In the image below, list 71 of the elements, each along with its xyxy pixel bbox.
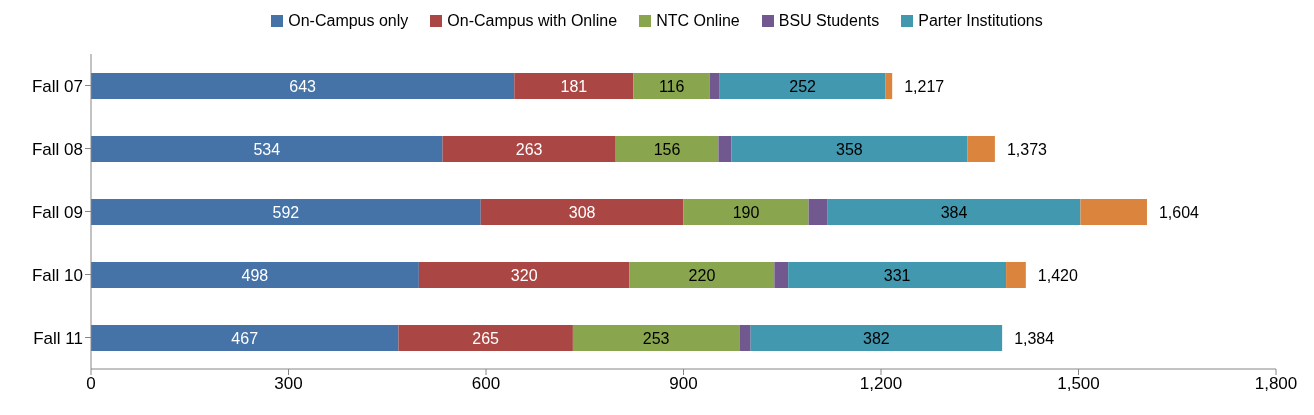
bar <box>827 199 1081 225</box>
total-label: 1,373 <box>1006 140 1048 158</box>
bar <box>91 136 443 162</box>
y-tick-label: Fall 09 <box>31 202 83 222</box>
bar <box>514 73 634 99</box>
legend-label: NTC Online <box>656 12 740 30</box>
data-label: 643 <box>289 77 317 95</box>
bar <box>91 199 481 225</box>
data-label: 220 <box>688 266 716 284</box>
y-tick-label: Fall 08 <box>31 139 83 159</box>
bar <box>398 325 573 351</box>
legend-label: On-Campus only <box>288 12 409 30</box>
data-label: 308 <box>568 203 596 221</box>
bar <box>418 262 630 288</box>
data-label: 252 <box>789 77 817 95</box>
data-label: 253 <box>642 329 670 347</box>
data-label: 498 <box>241 266 269 284</box>
data-label: 116 <box>658 77 685 95</box>
bar <box>885 73 893 99</box>
bar <box>1080 199 1147 225</box>
data-label: 265 <box>472 329 500 347</box>
bar <box>808 199 828 225</box>
total-label: 1,384 <box>1014 329 1055 347</box>
data-label: 156 <box>653 140 681 158</box>
legend-label: On-Campus with Online <box>447 12 618 30</box>
total-label: 1,420 <box>1037 266 1078 284</box>
bar <box>709 73 720 99</box>
bar <box>615 136 719 162</box>
x-tick-label: 600 <box>471 374 501 394</box>
data-label: 467 <box>231 329 259 347</box>
bar <box>750 325 1003 351</box>
y-tick-label: Fall 07 <box>31 76 83 96</box>
data-label: 358 <box>836 140 863 158</box>
y-tick-label: Fall 10 <box>31 265 83 285</box>
x-tick-label: 1,200 <box>859 374 903 394</box>
total-label: 1,604 <box>1158 203 1200 221</box>
bar <box>480 199 684 225</box>
x-tick-label: 0 <box>86 374 96 394</box>
bar <box>1006 262 1026 288</box>
total-label: 1,217 <box>904 77 945 95</box>
bar <box>442 136 616 162</box>
data-label: 331 <box>883 266 911 284</box>
data-label: 190 <box>732 203 760 221</box>
bar <box>91 73 515 99</box>
bar <box>633 73 710 99</box>
bar <box>718 136 732 162</box>
y-tick-label: Fall 11 <box>33 328 83 348</box>
x-tick-label: 900 <box>669 374 698 394</box>
bar <box>91 262 419 288</box>
x-tick-label: 1,500 <box>1057 374 1100 394</box>
bar <box>788 262 1007 288</box>
bar <box>967 136 995 162</box>
bar <box>629 262 775 288</box>
legend-label: Parter Institutions <box>918 12 1043 30</box>
legend-label: BSU Students <box>778 12 880 30</box>
bar <box>683 199 809 225</box>
bar <box>719 73 886 99</box>
x-tick-label: 300 <box>274 374 303 394</box>
data-label: 534 <box>253 140 281 158</box>
bar <box>572 325 740 351</box>
data-label: 592 <box>272 203 300 221</box>
data-label: 263 <box>515 140 543 158</box>
bar <box>774 262 789 288</box>
bar <box>731 136 968 162</box>
data-label: 181 <box>560 77 588 95</box>
x-tick-label: 1,800 <box>1254 374 1298 394</box>
data-label: 320 <box>510 266 538 284</box>
bar <box>739 325 751 351</box>
data-label: 384 <box>940 203 968 221</box>
data-label: 382 <box>863 329 890 347</box>
bar <box>91 325 399 351</box>
